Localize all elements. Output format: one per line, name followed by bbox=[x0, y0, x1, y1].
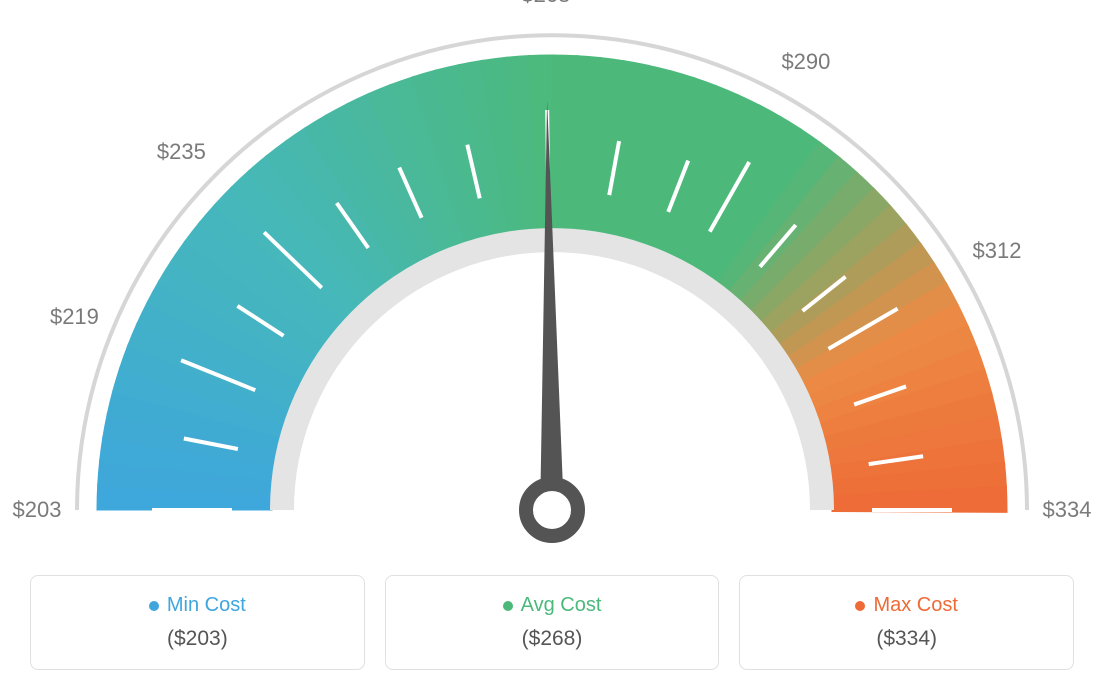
legend-min-value: ($203) bbox=[167, 627, 228, 651]
legend-max-dot bbox=[855, 601, 865, 611]
legend-max: Max Cost ($334) bbox=[739, 575, 1074, 670]
tick-label: $268 bbox=[521, 0, 570, 8]
legend-avg-label: Avg Cost bbox=[521, 594, 602, 617]
legend-max-label-row: Max Cost bbox=[855, 594, 957, 617]
legend-row: Min Cost ($203) Avg Cost ($268) Max Cost… bbox=[0, 575, 1104, 670]
legend-avg-label-row: Avg Cost bbox=[503, 594, 602, 617]
legend-avg-value: ($268) bbox=[522, 627, 583, 651]
legend-max-value: ($334) bbox=[876, 627, 937, 651]
legend-min-label-row: Min Cost bbox=[149, 594, 246, 617]
gauge-area: $203 $219 $235 $268 $290 $312 $334 bbox=[0, 0, 1104, 560]
tick-label: $312 bbox=[972, 238, 1021, 264]
legend-max-label: Max Cost bbox=[873, 594, 957, 617]
cost-gauge-chart: $203 $219 $235 $268 $290 $312 $334 Min Cost ($… bbox=[0, 0, 1104, 690]
tick-label: $203 bbox=[13, 497, 62, 523]
needle-hub bbox=[526, 484, 578, 536]
legend-avg-dot bbox=[503, 601, 513, 611]
tick-label: $219 bbox=[50, 304, 99, 330]
tick-label: $235 bbox=[157, 139, 206, 165]
legend-min: Min Cost ($203) bbox=[30, 575, 365, 670]
legend-min-dot bbox=[149, 601, 159, 611]
gauge-svg bbox=[0, 0, 1104, 560]
tick-label: $290 bbox=[781, 49, 830, 75]
legend-avg: Avg Cost ($268) bbox=[385, 575, 720, 670]
tick-label: $334 bbox=[1043, 497, 1092, 523]
legend-min-label: Min Cost bbox=[167, 594, 246, 617]
